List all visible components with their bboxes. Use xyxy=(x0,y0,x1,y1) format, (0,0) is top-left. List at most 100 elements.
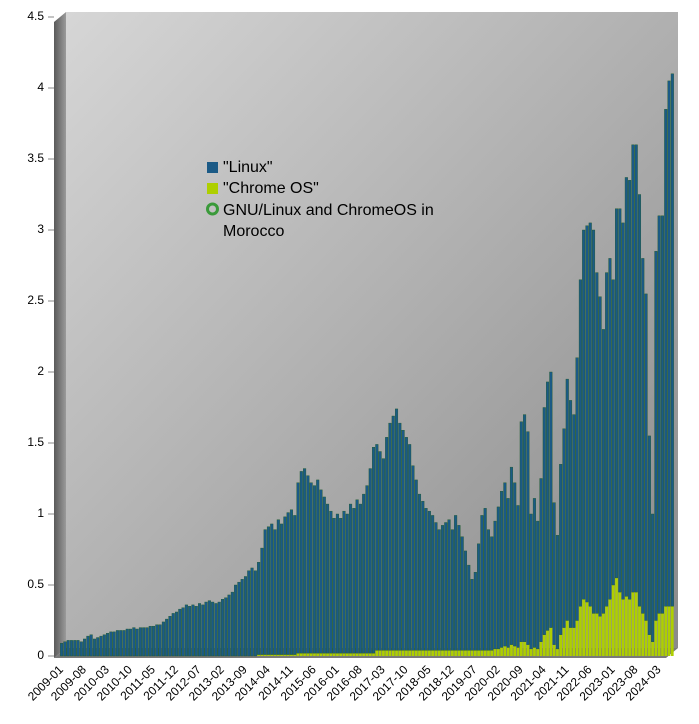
y-tick-label: 1 xyxy=(37,506,44,520)
bar xyxy=(490,650,494,656)
bar xyxy=(329,510,333,654)
bar xyxy=(427,510,431,651)
bar xyxy=(243,576,247,657)
bar xyxy=(224,597,228,657)
bar xyxy=(526,644,530,656)
bar xyxy=(355,653,359,656)
bar xyxy=(398,422,402,651)
bar xyxy=(638,606,641,656)
bar xyxy=(414,650,418,656)
bar xyxy=(605,272,609,607)
bar xyxy=(260,547,264,655)
bar xyxy=(263,529,267,655)
bar xyxy=(165,618,169,657)
bar xyxy=(434,522,438,651)
bar xyxy=(480,650,484,656)
bar xyxy=(552,502,556,645)
bar xyxy=(421,501,425,651)
bar xyxy=(523,414,527,643)
bar xyxy=(569,400,573,628)
bar xyxy=(500,491,504,648)
bar xyxy=(477,543,481,651)
bar xyxy=(79,641,83,657)
bar xyxy=(621,222,625,600)
bar xyxy=(158,624,162,657)
bar xyxy=(598,296,602,617)
bar xyxy=(661,613,664,656)
bar xyxy=(398,650,402,656)
bar xyxy=(486,529,490,651)
bar xyxy=(477,650,480,656)
bar xyxy=(322,653,326,656)
bar xyxy=(598,616,602,656)
bar xyxy=(175,611,179,657)
bar xyxy=(247,570,251,657)
bar xyxy=(112,631,116,657)
bar xyxy=(411,465,415,651)
bar xyxy=(592,613,595,656)
bar xyxy=(611,585,615,656)
bar xyxy=(660,215,664,614)
bar xyxy=(444,522,448,651)
bar xyxy=(447,650,451,656)
bar xyxy=(73,640,77,657)
bar xyxy=(227,594,231,657)
bar xyxy=(473,572,477,651)
bar xyxy=(388,650,392,656)
bar xyxy=(408,444,412,651)
bar xyxy=(83,638,87,657)
y-tick-label: 0 xyxy=(37,648,44,662)
legend-icon xyxy=(206,202,219,216)
bar xyxy=(506,647,510,656)
bar xyxy=(483,508,487,651)
bar xyxy=(293,654,297,656)
bar xyxy=(437,650,441,656)
bar xyxy=(542,634,546,656)
bar xyxy=(102,634,106,657)
bar xyxy=(391,650,395,656)
bar xyxy=(335,513,339,654)
bar xyxy=(572,627,576,656)
bar xyxy=(342,653,346,656)
bar xyxy=(270,523,274,655)
bar xyxy=(99,635,103,657)
bar xyxy=(585,602,589,656)
bar xyxy=(217,601,221,657)
bar xyxy=(539,641,543,656)
bar xyxy=(194,606,198,657)
bar xyxy=(664,109,668,607)
bar xyxy=(549,371,553,628)
bar xyxy=(60,643,64,657)
y-tick-label: 0.5 xyxy=(27,577,44,591)
bar xyxy=(431,515,435,651)
bar xyxy=(641,613,645,656)
bar xyxy=(510,644,513,656)
bar xyxy=(273,529,277,655)
bar xyxy=(309,482,313,654)
bar xyxy=(513,482,517,647)
bar xyxy=(289,509,293,655)
bar xyxy=(260,654,264,656)
bar xyxy=(671,606,674,656)
bar xyxy=(385,650,388,656)
bar xyxy=(611,279,615,586)
bar xyxy=(483,650,487,656)
bar xyxy=(135,628,139,657)
bar xyxy=(332,653,336,656)
bar xyxy=(654,620,658,656)
bar xyxy=(303,468,307,654)
bar xyxy=(470,650,474,656)
bar xyxy=(605,606,608,656)
bar xyxy=(487,650,490,656)
bar xyxy=(493,520,497,650)
bar xyxy=(319,489,323,654)
bar xyxy=(109,631,113,657)
bar xyxy=(408,650,411,656)
bar xyxy=(641,258,645,614)
bar xyxy=(359,653,362,656)
bar xyxy=(569,627,572,656)
bar xyxy=(460,536,464,651)
y-tick-label: 2.5 xyxy=(27,293,44,307)
y-tick-label: 2 xyxy=(37,364,44,378)
